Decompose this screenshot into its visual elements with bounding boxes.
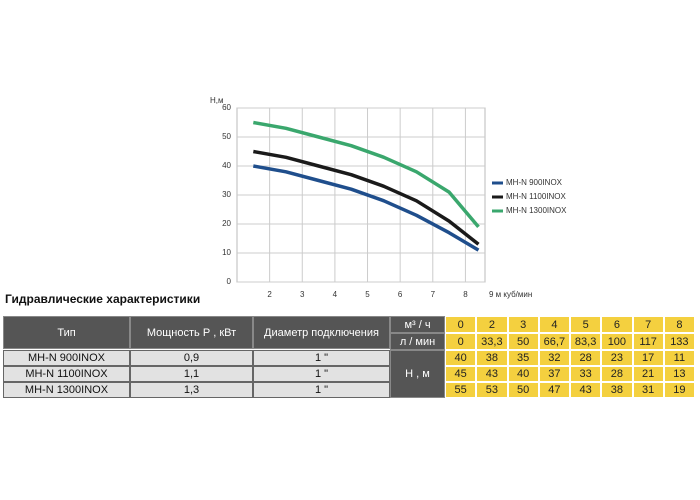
head-cell: 33 [570, 366, 602, 382]
header-cell: Мощность Р , кВт [130, 316, 253, 349]
model-cell: MH-N 900INOX [3, 350, 130, 366]
flow-cell: 0 [445, 316, 477, 333]
header-cell: Тип [3, 316, 130, 349]
diameter-cell: 1 " [253, 350, 390, 366]
x-tick-label: 2 [267, 290, 272, 299]
y-tick-label: 20 [222, 219, 231, 228]
table-title: Гидравлические характеристики [5, 292, 201, 306]
head-cell: 55 [445, 382, 477, 398]
flow-cell: 50 [507, 333, 539, 350]
flow-cell: 6 [601, 316, 633, 333]
flow-cell: 2 [476, 316, 508, 333]
flow-cell: 117 [632, 333, 664, 350]
line [253, 149, 480, 246]
unit-cell: Н , м [390, 350, 445, 398]
flow-cell: 33,3 [476, 333, 508, 350]
head-cell: 35 [507, 350, 539, 366]
flow-cell: 83,3 [570, 333, 602, 350]
unit-cell: л / мин [390, 333, 445, 350]
head-cell: 43 [476, 366, 508, 382]
model-cell: MH-N 1300INOX [3, 382, 130, 398]
x-tick-label: 3 [300, 290, 305, 299]
x-tick-label: 5 [365, 290, 370, 299]
line [253, 120, 480, 229]
flow-cell: 7 [632, 316, 664, 333]
y-axis-label: Н,м [210, 96, 224, 105]
flow-cell: 133 [663, 333, 695, 350]
head-cell: 21 [632, 366, 664, 382]
legend-label: MH-N 1100INOX [506, 192, 567, 201]
head-cell: 40 [507, 366, 539, 382]
head-cell: 17 [632, 350, 664, 366]
legend-label: MH-N 1300INOX [506, 206, 567, 215]
flow-cell: 0 [445, 333, 477, 350]
head-cell: 37 [538, 366, 570, 382]
head-cell: 32 [538, 350, 570, 366]
header-cell: Диаметр подключения [253, 316, 390, 349]
head-cell: 38 [601, 382, 633, 398]
head-cell: 45 [445, 366, 477, 382]
head-cell: 28 [601, 366, 633, 382]
y-tick-label: 0 [227, 277, 232, 286]
y-tick-label: 60 [222, 103, 231, 112]
x-tick-label: 4 [333, 290, 338, 299]
x-tick-label: 7 [431, 290, 436, 299]
head-cell: 31 [632, 382, 664, 398]
line [253, 164, 480, 252]
x-axis-label: 9 м куб/мин [489, 290, 532, 299]
head-cell: 11 [663, 350, 695, 366]
y-tick-label: 50 [222, 132, 231, 141]
y-tick-label: 10 [222, 248, 231, 257]
head-cell: 53 [476, 382, 508, 398]
y-tick-label: 30 [222, 190, 231, 199]
diameter-cell: 1 " [253, 366, 390, 382]
power-cell: 1,3 [130, 382, 253, 398]
head-cell: 38 [476, 350, 508, 366]
flow-cell: 3 [507, 316, 539, 333]
head-cell: 13 [663, 366, 695, 382]
head-cell: 50 [507, 382, 539, 398]
flow-cell: 100 [601, 333, 633, 350]
head-cell: 19 [663, 382, 695, 398]
head-cell: 28 [570, 350, 602, 366]
power-cell: 0,9 [130, 350, 253, 366]
head-cell: 43 [570, 382, 602, 398]
head-cell: 23 [601, 350, 633, 366]
diameter-cell: 1 " [253, 382, 390, 398]
flow-cell: 8 [663, 316, 695, 333]
y-tick-label: 40 [222, 161, 231, 170]
legend-label: MH-N 900INOX [506, 178, 563, 187]
flow-cell: 5 [570, 316, 602, 333]
x-tick-label: 8 [463, 290, 468, 299]
power-cell: 1,1 [130, 366, 253, 382]
head-cell: 47 [538, 382, 570, 398]
flow-cell: 4 [538, 316, 570, 333]
flow-cell: 66,7 [538, 333, 570, 350]
chart: Н,м 9 м куб/мин 0 10 20 30 40 50 60 2 3 4 5 6 7 8 MH-N… [210, 96, 567, 299]
model-cell: MH-N 1100INOX [3, 366, 130, 382]
unit-cell: м³ / ч [390, 316, 445, 333]
x-tick-label: 6 [398, 290, 403, 299]
head-cell: 40 [445, 350, 477, 366]
